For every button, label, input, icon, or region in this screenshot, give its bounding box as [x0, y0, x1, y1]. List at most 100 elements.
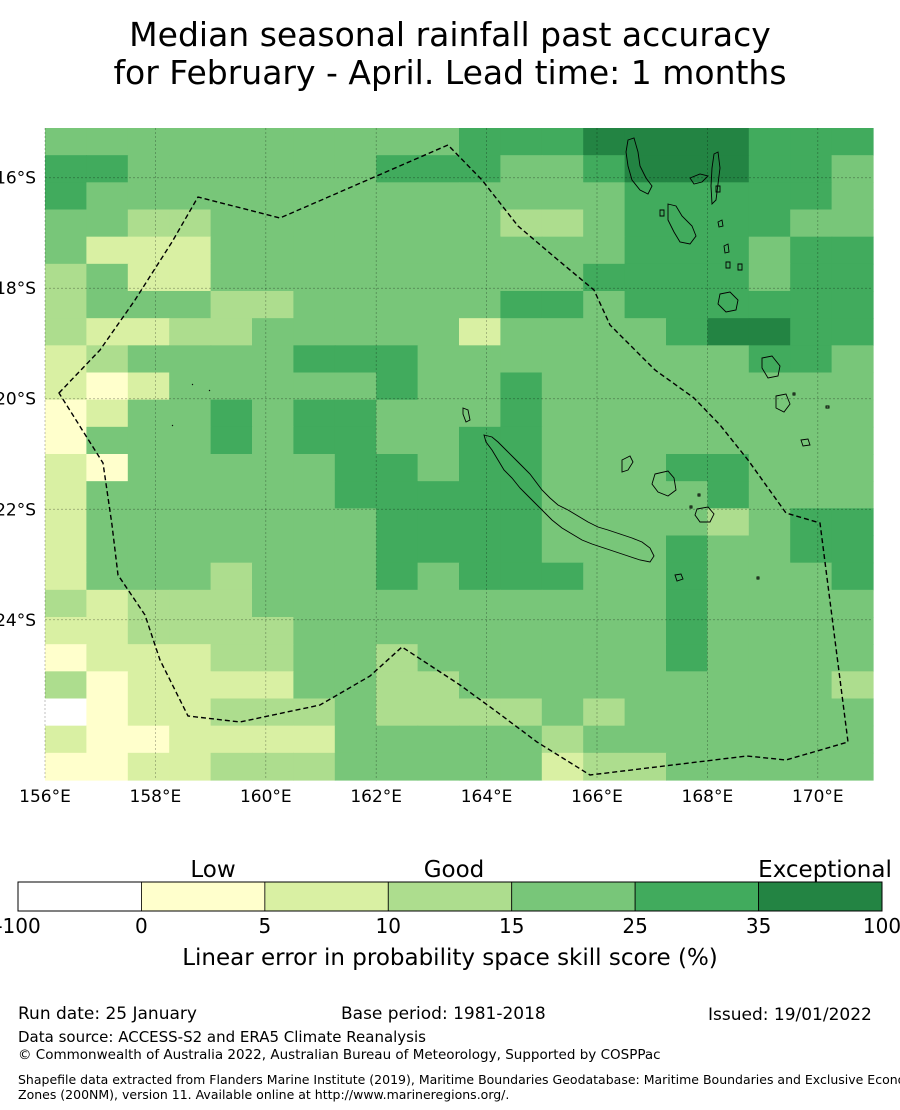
grid-cell: [376, 671, 419, 700]
grid-cell: [790, 617, 833, 645]
grid-cell: [417, 345, 460, 374]
grid-cell: [169, 752, 212, 781]
grid-cell: [127, 535, 170, 564]
grid-cell: [459, 236, 501, 265]
grid-cell: [86, 454, 129, 482]
grid-cell: [541, 155, 584, 183]
latitude-tick-label: 18°S: [0, 279, 36, 299]
grid-cell: [666, 372, 708, 401]
grid-cell: [831, 236, 874, 265]
grid-cell: [376, 155, 419, 183]
grid-cell: [86, 209, 129, 238]
grid-cell: [376, 345, 419, 374]
grid-cell: [417, 508, 460, 537]
grid-cell: [252, 535, 294, 564]
grid-cell: [86, 372, 129, 401]
grid-cell: [707, 209, 750, 238]
grid-cell: [127, 318, 170, 346]
grid-cell: [583, 644, 626, 672]
grid-cell: [541, 698, 584, 727]
grid-cell: [417, 182, 460, 211]
grid-cell: [376, 372, 419, 401]
grid-cell: [790, 535, 833, 564]
grid-cell: [210, 535, 253, 564]
grid-cell: [583, 725, 626, 754]
grid-cell: [748, 454, 791, 482]
grid-cell: [500, 535, 543, 564]
longitude-tick-label: 156°E: [19, 787, 71, 807]
colorbar: [17, 881, 883, 912]
grid-cell: [541, 291, 584, 319]
grid-cell: [417, 372, 460, 401]
latitude-tick-label: 20°S: [0, 390, 36, 410]
longitude-tick-label: 168°E: [682, 787, 734, 807]
colorbar-segment: [758, 881, 883, 912]
grid-cell: [334, 318, 377, 346]
grid-cell: [376, 617, 419, 645]
grid-cell: [210, 155, 253, 183]
vanuatu-malekula: [667, 203, 697, 245]
grid-cell: [417, 725, 460, 754]
grid-cell: [86, 128, 129, 156]
grid-cell: [831, 671, 874, 700]
grid-cell: [376, 644, 419, 672]
grid-cell: [252, 318, 294, 346]
grid-cell: [334, 698, 377, 727]
grid-cell: [293, 209, 336, 238]
grid-cell: [790, 426, 833, 455]
grid-cell: [583, 209, 626, 238]
grid-cell: [624, 617, 667, 645]
grid-cell: [707, 426, 750, 455]
grid-cell: [541, 562, 584, 591]
grid-cell: [334, 644, 377, 672]
grid-cell: [541, 345, 584, 374]
grid-cell: [334, 209, 377, 238]
map-title-line-1: Median seasonal rainfall past accuracy: [129, 15, 771, 54]
grid-cell: [707, 671, 750, 700]
grid-cell: [45, 671, 87, 700]
vanuatu-efate: [717, 291, 739, 313]
grid-cell: [624, 725, 667, 754]
grid-cell: [252, 454, 294, 482]
grid-cell: [45, 291, 87, 319]
grid-cell: [169, 318, 212, 346]
grid-cell: [459, 562, 501, 591]
grid-cell: [127, 454, 170, 482]
grid-cell: [210, 291, 253, 319]
grid-cell: [127, 345, 170, 374]
grid-cell: [210, 698, 253, 727]
grid-cell: [666, 345, 708, 374]
grid-cell: [500, 617, 543, 645]
vanuatu-ambae: [689, 173, 709, 185]
grid-cell: [624, 562, 667, 591]
grid-cell: [707, 562, 750, 591]
grid-cell: [86, 617, 129, 645]
grid-cell: [417, 698, 460, 727]
grid-cell: [748, 318, 791, 346]
grid-cell: [541, 318, 584, 346]
grid-cell: [500, 562, 543, 591]
grid-cell: [624, 698, 667, 727]
grid-cell: [666, 155, 708, 183]
grid-cell: [583, 399, 626, 428]
shapefile-credit-line-2: Zones (200NM), version 11. Available onl…: [18, 1087, 510, 1102]
grid-cell: [417, 481, 460, 509]
loyalty-islands-mare: [694, 506, 715, 523]
grid-cell: [127, 426, 170, 455]
grid-cell: [831, 128, 874, 156]
colorbar-segment: [141, 881, 266, 912]
grid-cell: [707, 345, 750, 374]
grid-cell: [500, 291, 543, 319]
grid-cell: [500, 589, 543, 618]
grid-cell: [831, 345, 874, 374]
grid-cell: [748, 372, 791, 401]
grid-cell: [500, 481, 543, 509]
category-good-label: Good: [424, 857, 485, 883]
grid-cell: [86, 725, 129, 754]
grid-cell: [376, 752, 419, 781]
grid-cell: [334, 291, 377, 319]
grid-cell: [417, 209, 460, 238]
grid-cell: [790, 589, 833, 618]
grid-cell: [500, 508, 543, 537]
grid-cell: [748, 671, 791, 700]
